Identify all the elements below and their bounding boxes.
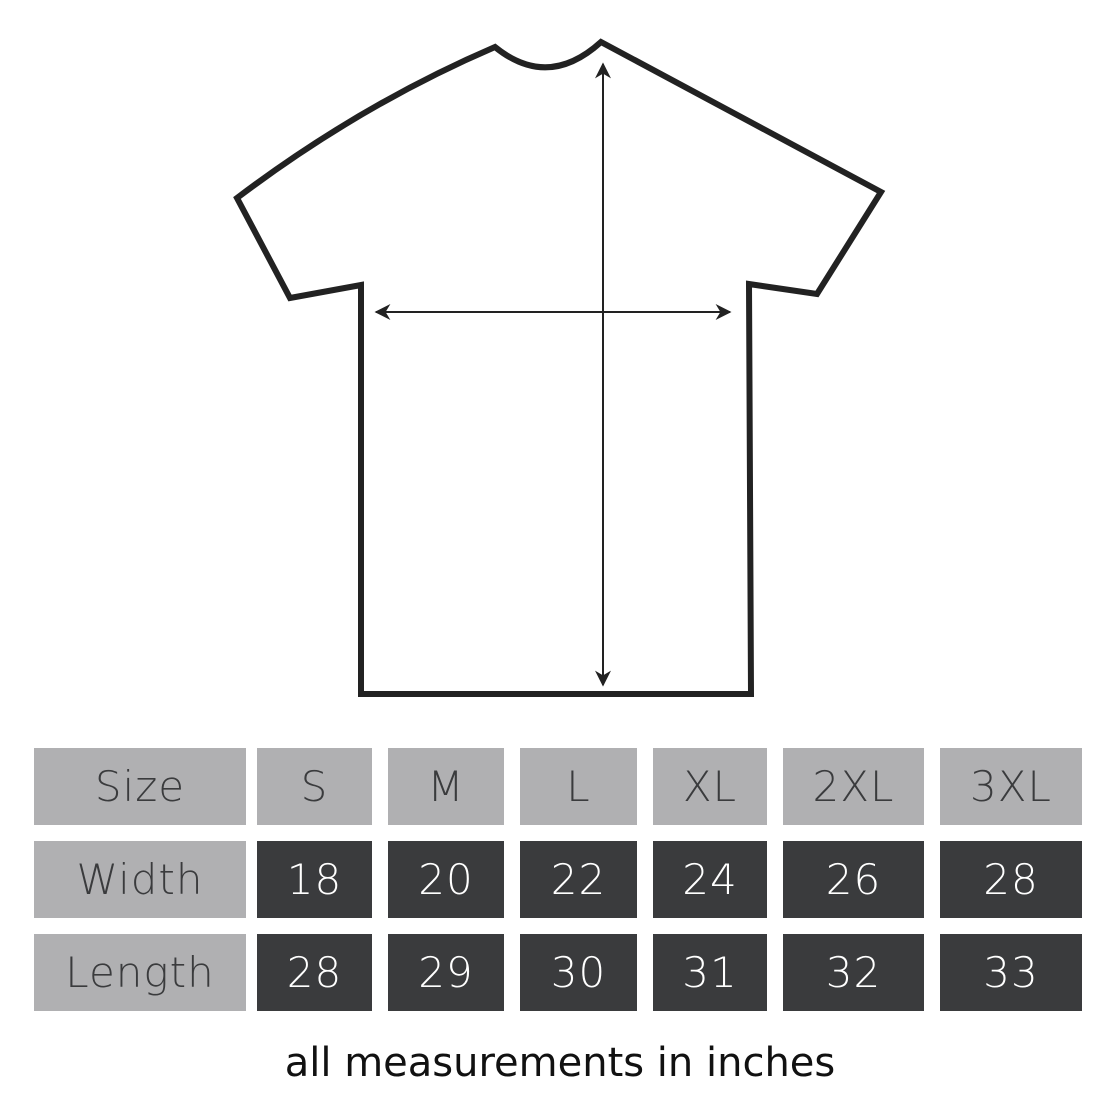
length-value: 29: [388, 934, 504, 1011]
size-cell: 2XL: [783, 748, 924, 825]
width-label: Width: [34, 841, 246, 918]
size-cell: M: [388, 748, 504, 825]
size-cell: S: [257, 748, 372, 825]
size-cell: L: [520, 748, 637, 825]
size-cell: 3XL: [940, 748, 1082, 825]
tshirt-diagram: [233, 38, 886, 697]
length-value: 31: [653, 934, 767, 1011]
length-label: Length: [34, 934, 246, 1011]
width-value: 20: [388, 841, 504, 918]
measurement-note: all measurements in inches: [284, 1040, 836, 1086]
width-value: 24: [653, 841, 767, 918]
length-value: 30: [520, 934, 637, 1011]
size-cell: XL: [653, 748, 767, 825]
width-value: 18: [257, 841, 372, 918]
tshirt-outline: [233, 38, 886, 697]
width-value: 28: [940, 841, 1082, 918]
length-value: 33: [940, 934, 1082, 1011]
length-value: 32: [783, 934, 924, 1011]
width-value: 26: [783, 841, 924, 918]
size-header: Size: [34, 748, 246, 825]
width-value: 22: [520, 841, 637, 918]
length-value: 28: [257, 934, 372, 1011]
